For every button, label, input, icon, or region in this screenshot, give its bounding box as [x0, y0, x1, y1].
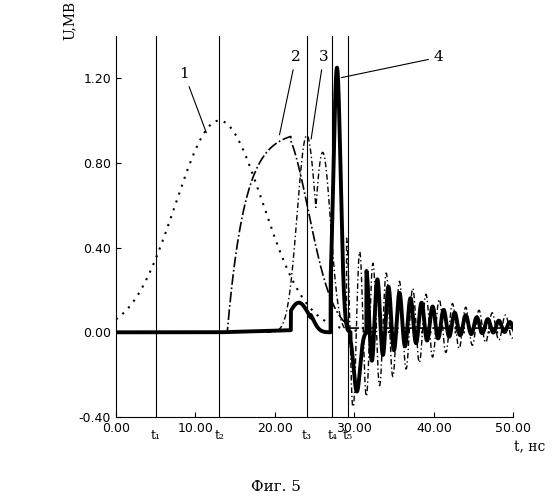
- Text: Фиг. 5: Фиг. 5: [251, 480, 301, 494]
- Text: t₁: t₁: [151, 429, 161, 442]
- Text: 1: 1: [179, 67, 206, 133]
- X-axis label: t, нс: t, нс: [514, 440, 545, 454]
- Text: t₃: t₃: [302, 429, 312, 442]
- Text: 3: 3: [311, 50, 328, 139]
- Text: 2: 2: [279, 50, 301, 135]
- Y-axis label: U,МВ: U,МВ: [62, 1, 76, 40]
- Text: 4: 4: [341, 50, 444, 78]
- Text: t₅: t₅: [343, 429, 353, 442]
- Text: t₄: t₄: [327, 429, 337, 442]
- Text: t₂: t₂: [214, 429, 224, 442]
